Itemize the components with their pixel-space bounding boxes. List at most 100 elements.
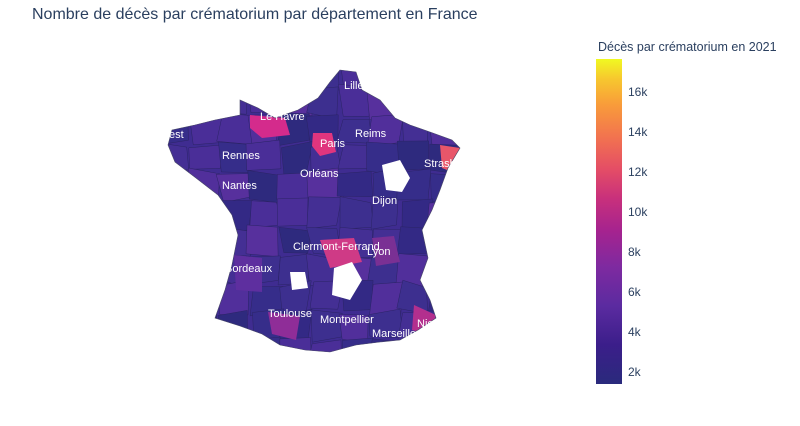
department-region[interactable] bbox=[191, 195, 223, 233]
department-puy-de-dome[interactable] bbox=[320, 238, 362, 268]
city-label-rennes: Rennes bbox=[222, 150, 260, 162]
department-region[interactable] bbox=[457, 309, 493, 341]
city-label-toulouse: Toulouse bbox=[268, 308, 312, 320]
department-region[interactable] bbox=[427, 252, 460, 288]
department-region[interactable] bbox=[455, 59, 491, 93]
department-region[interactable] bbox=[341, 337, 374, 371]
department-region[interactable] bbox=[456, 285, 492, 313]
department-region[interactable] bbox=[216, 113, 254, 145]
department-haute-garonne[interactable] bbox=[268, 312, 300, 340]
department-region[interactable] bbox=[161, 341, 195, 366]
department-region[interactable] bbox=[431, 340, 461, 370]
department-region[interactable] bbox=[395, 337, 428, 369]
department-region[interactable] bbox=[186, 311, 218, 342]
department-region[interactable] bbox=[157, 84, 193, 118]
colorbar-tick-14k: 14k bbox=[628, 125, 648, 139]
city-label-montpellier: Montpellier bbox=[320, 314, 374, 326]
department-region[interactable] bbox=[365, 338, 402, 371]
city-label-le-havre: Le Havre bbox=[260, 111, 305, 123]
department-region[interactable] bbox=[156, 310, 191, 341]
department-region[interactable] bbox=[162, 173, 188, 200]
department-region[interactable] bbox=[216, 226, 251, 257]
department-region[interactable] bbox=[245, 139, 282, 171]
department-bas-rhin[interactable] bbox=[440, 145, 460, 172]
department-region[interactable] bbox=[188, 144, 223, 170]
department-region[interactable] bbox=[310, 60, 340, 91]
department-region[interactable] bbox=[461, 113, 489, 147]
department-region[interactable] bbox=[247, 59, 281, 88]
department-region[interactable] bbox=[367, 60, 403, 91]
department-region[interactable] bbox=[247, 84, 283, 113]
department-region[interactable] bbox=[456, 225, 493, 259]
department-region[interactable] bbox=[157, 201, 189, 228]
department-region[interactable] bbox=[251, 336, 281, 370]
department-region[interactable] bbox=[459, 84, 492, 118]
department-region[interactable] bbox=[216, 56, 254, 93]
missing-department-lot bbox=[290, 272, 308, 290]
department-region[interactable] bbox=[186, 90, 219, 113]
colorbar-tick-6k: 6k bbox=[628, 285, 641, 299]
department-region[interactable] bbox=[338, 83, 372, 117]
department-region[interactable] bbox=[189, 341, 221, 370]
city-label-reims: Reims bbox=[355, 128, 387, 140]
colorbar-tick-16k: 16k bbox=[628, 85, 648, 99]
department-region[interactable] bbox=[189, 282, 223, 316]
department-rhone[interactable] bbox=[372, 236, 400, 266]
city-label-bordeaux: Bordeaux bbox=[225, 263, 273, 275]
city-label-nantes: Nantes bbox=[222, 180, 257, 192]
colorbar-gradient bbox=[596, 59, 622, 384]
department-region[interactable] bbox=[457, 251, 491, 286]
department-region[interactable] bbox=[428, 112, 461, 147]
department-region[interactable] bbox=[189, 259, 223, 287]
city-label-strasbourg: Strasbourg bbox=[424, 158, 478, 170]
city-label-brest: Brest bbox=[158, 129, 184, 141]
department-region[interactable] bbox=[158, 143, 190, 171]
department-region[interactable] bbox=[306, 196, 342, 229]
department-region[interactable] bbox=[160, 224, 193, 259]
department-region[interactable] bbox=[157, 256, 190, 285]
missing-department-marne-east bbox=[382, 160, 410, 192]
department-paris[interactable] bbox=[312, 133, 336, 156]
department-region[interactable] bbox=[336, 170, 373, 198]
city-label-paris: Paris bbox=[320, 138, 346, 150]
city-label-dijon: Dijon bbox=[372, 195, 397, 207]
department-region[interactable] bbox=[366, 87, 404, 121]
department-region[interactable] bbox=[217, 310, 248, 339]
department-region[interactable] bbox=[216, 336, 254, 365]
department-region[interactable] bbox=[276, 59, 310, 92]
colorbar-tick-10k: 10k bbox=[628, 205, 648, 219]
department-region[interactable] bbox=[430, 173, 462, 204]
department-region[interactable] bbox=[399, 87, 434, 118]
department-region[interactable] bbox=[276, 197, 309, 227]
department-region[interactable] bbox=[425, 58, 460, 90]
department-region[interactable] bbox=[245, 224, 279, 258]
department-region[interactable] bbox=[456, 170, 491, 204]
department-region[interactable] bbox=[396, 279, 429, 315]
city-label-lyon: Lyon bbox=[367, 246, 390, 258]
department-region[interactable] bbox=[278, 226, 312, 254]
colorbar-title: Décès par crématorium en 2021 bbox=[598, 40, 777, 54]
page-title: Nombre de décès par crématorium par dépa… bbox=[32, 6, 478, 23]
missing-department-cantal bbox=[332, 262, 362, 300]
department-region[interactable] bbox=[305, 339, 343, 371]
city-label-marseille: Marseille bbox=[372, 328, 416, 340]
department-region[interactable] bbox=[426, 201, 464, 230]
department-region[interactable] bbox=[279, 337, 312, 372]
department-region[interactable] bbox=[463, 198, 488, 229]
department-region[interactable] bbox=[456, 336, 492, 371]
department-region[interactable] bbox=[429, 229, 462, 260]
department-region[interactable] bbox=[157, 58, 190, 92]
colorbar-tick-4k: 4k bbox=[628, 325, 641, 339]
department-region[interactable] bbox=[157, 283, 194, 316]
department-gironde[interactable] bbox=[234, 255, 262, 292]
department-region[interactable] bbox=[397, 62, 434, 92]
department-region[interactable] bbox=[429, 84, 464, 119]
city-label-clermont-ferrand: Clermont-Ferrand bbox=[293, 241, 380, 253]
department-region[interactable] bbox=[396, 226, 434, 255]
department-region[interactable] bbox=[185, 224, 223, 258]
city-label-orleans: Orléans bbox=[300, 168, 339, 180]
department-seine-maritime[interactable] bbox=[250, 115, 290, 138]
department-region[interactable] bbox=[370, 199, 399, 230]
department-region[interactable] bbox=[187, 58, 223, 90]
